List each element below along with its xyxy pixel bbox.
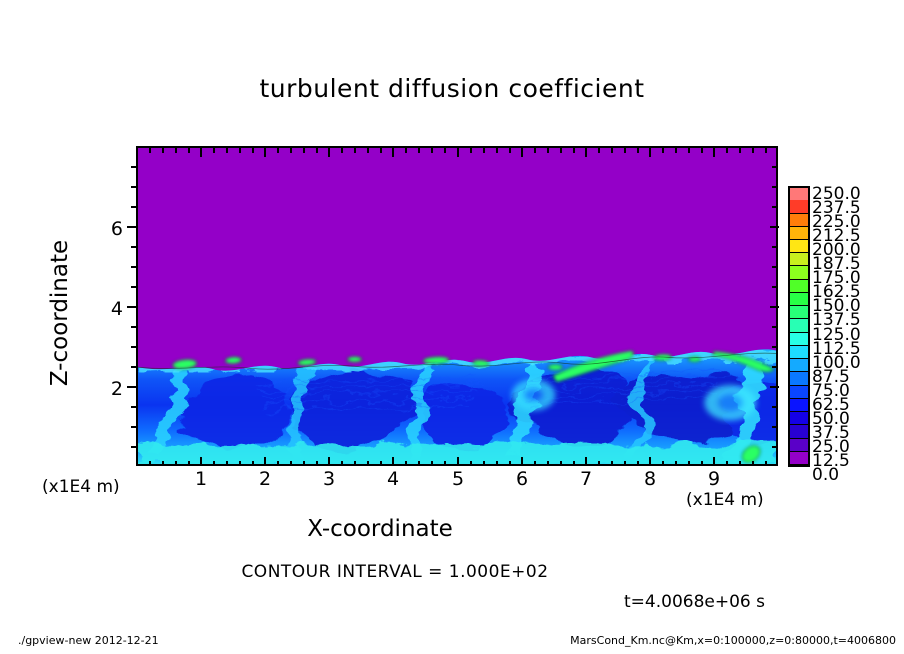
colorbar-tick-label: 12.5 (812, 450, 850, 471)
colorbar-band (790, 438, 808, 452)
x-tick-label: 9 (707, 468, 721, 490)
y-axis-title: Z-coordinate (47, 239, 73, 387)
x-tick-label: 2 (258, 468, 272, 490)
colorbar-band (790, 240, 808, 254)
colorbar-band (790, 213, 808, 227)
colorbar-tick-label: 37.5 (812, 422, 850, 443)
colorbar-tick-label: 50.0 (812, 408, 850, 429)
x-axis-title: X-coordinate (307, 516, 453, 542)
colorbar-band (790, 412, 808, 426)
colorbar-band (790, 385, 808, 399)
colorbar-band (790, 359, 808, 373)
colorbar-band (790, 253, 808, 267)
colorbar-band (790, 332, 808, 346)
colorbar-tick-label: 200.0 (812, 240, 861, 261)
footer-command: ./gpview-new 2012-12-21 (18, 634, 159, 647)
y-tick-label: 6 (110, 218, 123, 240)
colorbar-band (790, 279, 808, 293)
contour-lines (138, 352, 776, 370)
colorbar-tick-label: 0.0 (812, 465, 840, 485)
colorbar-tick-label: 162.5 (812, 282, 861, 303)
colorbar-tick-label: 175.0 (812, 268, 861, 289)
colorbar-band (790, 200, 808, 214)
colorbar-tick-label: 225.0 (812, 212, 861, 233)
colorbar-tick-label: 75.0 (812, 380, 850, 401)
colorbar-tick-label: 137.5 (812, 310, 861, 331)
colorbar-band (790, 345, 808, 360)
contour-plot-area (136, 146, 778, 466)
colorbar-tick-label: 150.0 (812, 296, 861, 317)
y-tick-label: 2 (110, 378, 123, 400)
y-tick-label: 4 (110, 298, 123, 320)
colorbar-tick-label: 62.5 (812, 394, 850, 415)
x-tick-label: 7 (579, 468, 593, 490)
contour-interval-note: CONTOUR INTERVAL = 1.000E+02 (241, 562, 549, 582)
colorbar-band (790, 319, 808, 333)
boundary-layer-region (138, 349, 776, 464)
colorbar-tick-label: 100.0 (812, 352, 861, 373)
x-tick-label: 8 (643, 468, 657, 490)
colorbar-labels: 250.0 237.5 225.0 212.5 200.0 187.5 175.0 162.5… (812, 178, 892, 484)
colorbar-tick-label: 212.5 (812, 226, 861, 247)
colorbar-band (790, 188, 808, 201)
x-tick-label: 6 (515, 468, 529, 490)
x-tick-label: 3 (322, 468, 336, 490)
colorbar-band (790, 292, 808, 307)
colorbar-band (790, 398, 808, 413)
turbulence-field (138, 148, 776, 464)
x-tick-label: 1 (194, 468, 208, 490)
x-axis-unit-label: (x1E4 m) (686, 490, 764, 510)
colorbar-tick-label: 25.0 (812, 436, 850, 457)
entrainment-maxima (172, 350, 775, 463)
time-stamp: t=4.0068e+06 s (624, 592, 765, 612)
colorbar-band (790, 306, 808, 320)
colorbar-tick-label: 125.0 (812, 324, 861, 345)
y-axis-unit-label: (x1E4 m) (42, 477, 120, 497)
colorbar (788, 186, 810, 467)
colorbar-tick-label: 237.5 (812, 198, 861, 219)
footer-datasource: MarsCond_Km.nc@Km,x=0:100000,z=0:80000,t… (570, 634, 896, 647)
colorbar-band (790, 451, 808, 465)
colorbar-band (790, 425, 808, 439)
colorbar-band (790, 266, 808, 280)
colorbar-band (790, 372, 808, 386)
x-tick-label: 5 (451, 468, 465, 490)
colorbar-tick-label: 87.5 (812, 366, 850, 387)
colorbar-tick-label: 112.5 (812, 338, 861, 359)
page-title: turbulent diffusion coefficient (259, 74, 645, 103)
colorbar-tick-label: 250.0 (812, 184, 861, 204)
x-tick-label: 4 (386, 468, 400, 490)
colorbar-band (790, 226, 808, 241)
colorbar-tick-label: 187.5 (812, 254, 861, 275)
